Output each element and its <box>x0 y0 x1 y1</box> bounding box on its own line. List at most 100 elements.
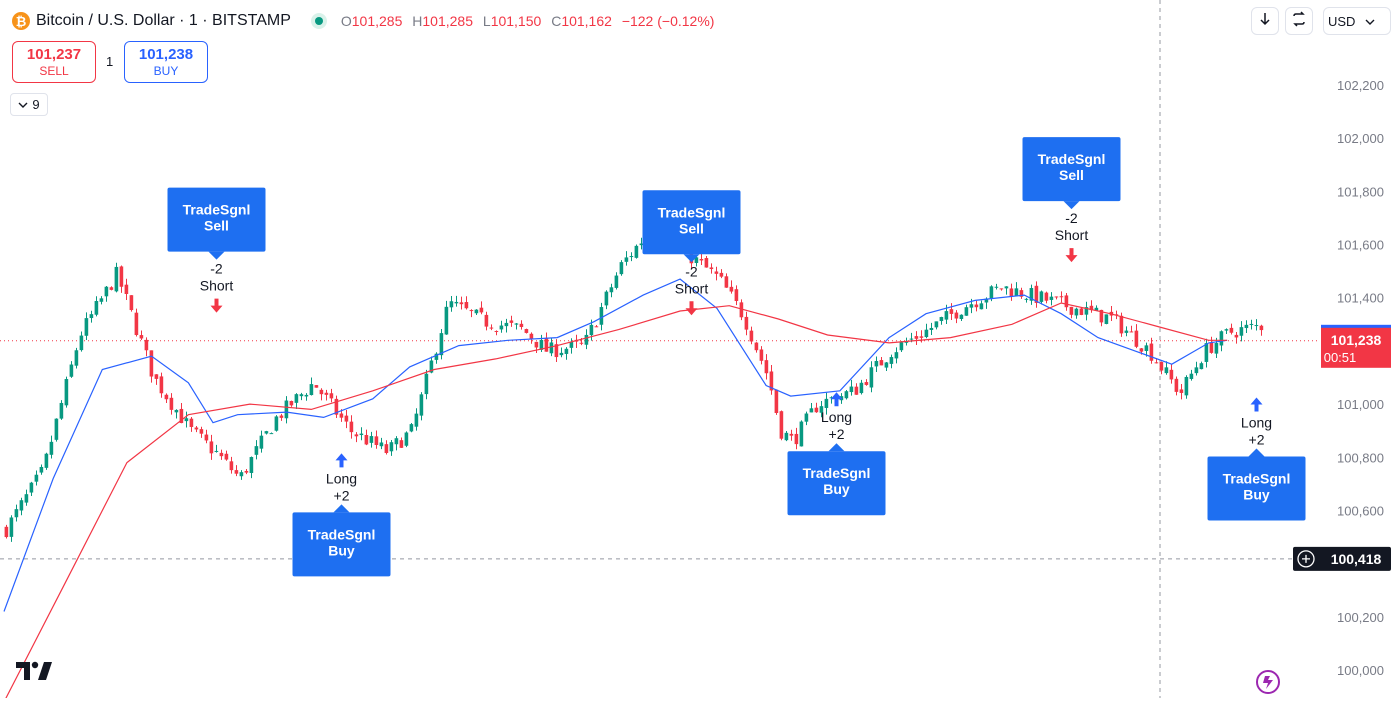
candle <box>339 413 344 418</box>
signal-label-line1: -2 <box>1065 210 1078 226</box>
indicators-toggle-button[interactable]: 9 <box>10 93 48 116</box>
candle <box>604 291 609 306</box>
candle <box>939 317 944 322</box>
candle <box>209 441 214 454</box>
candle <box>189 418 194 427</box>
candle <box>359 433 364 436</box>
candle <box>1129 331 1134 333</box>
candle <box>1089 305 1094 311</box>
y-tick-label: 100,800 <box>1337 450 1384 465</box>
candle <box>819 406 824 413</box>
candle <box>24 494 29 503</box>
candle <box>204 434 209 441</box>
candle <box>734 289 739 301</box>
candle <box>179 408 184 424</box>
sell-label: SELL <box>39 64 69 78</box>
candle <box>504 322 509 327</box>
indicators-count: 9 <box>32 97 40 112</box>
candle <box>774 389 779 414</box>
candle <box>854 386 859 395</box>
signal-box-buy[interactable] <box>1207 456 1306 521</box>
candle <box>1199 363 1204 370</box>
current-price-tag <box>1321 326 1391 368</box>
candle <box>164 394 169 400</box>
candle <box>324 392 329 395</box>
candle <box>764 360 769 374</box>
signal-box-pointer <box>208 251 225 260</box>
candle <box>9 517 14 537</box>
candle <box>29 482 34 493</box>
candle <box>954 312 959 319</box>
candle <box>769 371 774 391</box>
currency-select[interactable]: USD <box>1323 7 1391 35</box>
symbol-title[interactable]: Bitcoin / U.S. Dollar · 1 · BITSTAMP <box>36 12 291 29</box>
signal-box-title: TradeSgnl <box>803 465 871 481</box>
crosshair-price-label: 100,418 <box>1331 551 1382 567</box>
candle <box>134 312 139 336</box>
candle <box>1179 389 1184 393</box>
candle <box>1119 315 1124 334</box>
sell-arrow-icon <box>210 298 223 313</box>
candle <box>789 433 794 436</box>
candle <box>994 286 999 288</box>
candle <box>409 424 414 432</box>
candle <box>749 330 754 342</box>
candle <box>884 362 889 368</box>
candle <box>1034 285 1039 303</box>
candle <box>119 266 124 287</box>
candle <box>934 321 939 328</box>
candle <box>239 472 244 477</box>
candle <box>174 409 179 413</box>
candle <box>234 470 239 474</box>
candle <box>439 333 444 356</box>
candle <box>454 301 459 304</box>
candle <box>484 314 489 327</box>
candle <box>39 466 44 473</box>
add-alert-icon[interactable] <box>1297 550 1315 568</box>
candle <box>244 470 249 473</box>
buy-button[interactable]: 101,238 BUY <box>124 41 208 83</box>
signal-box-sell[interactable] <box>1022 137 1121 202</box>
ai-assistant-icon[interactable] <box>1254 668 1282 696</box>
signal-label-line1: Long <box>821 409 852 425</box>
scroll-down-button[interactable] <box>1251 7 1279 35</box>
candle <box>1144 345 1149 352</box>
signal-box-sell[interactable] <box>642 190 741 255</box>
order-quantity[interactable]: 1 <box>106 54 114 69</box>
price-change: −122 (−0.12%) <box>621 13 715 29</box>
candle <box>784 432 789 441</box>
signal-box-buy[interactable] <box>292 512 391 577</box>
candle <box>779 411 784 439</box>
candle <box>974 304 979 308</box>
candle <box>509 320 514 323</box>
candle <box>334 398 339 415</box>
candle <box>1049 296 1054 300</box>
y-tick-label: 101,800 <box>1337 184 1384 199</box>
chevron-down-icon <box>1365 14 1375 29</box>
currency-label: USD <box>1328 13 1356 29</box>
sell-arrow-icon <box>1065 248 1078 263</box>
candle <box>1139 348 1144 352</box>
refresh-button[interactable] <box>1285 7 1313 35</box>
signal-box-title: TradeSgnl <box>308 526 376 542</box>
candle <box>1029 288 1034 301</box>
signal-label-line1: Long <box>1241 415 1272 431</box>
candle <box>474 309 479 314</box>
tradingview-logo[interactable] <box>16 660 54 688</box>
signal-box-action: Sell <box>679 220 704 236</box>
signal-box-action: Buy <box>328 542 355 558</box>
market-open-icon[interactable] <box>310 13 327 29</box>
candle <box>389 442 394 452</box>
candle <box>284 400 289 419</box>
candle <box>849 386 854 393</box>
candle <box>1259 325 1264 331</box>
signal-box-pointer <box>683 254 700 263</box>
candle <box>1039 291 1044 302</box>
signal-box-sell[interactable] <box>167 187 266 252</box>
candle <box>559 352 564 356</box>
sell-button[interactable]: 101,237 SELL <box>12 41 96 83</box>
crosshair-price-tag <box>1293 546 1391 571</box>
signal-box-buy[interactable] <box>787 451 886 516</box>
candle <box>549 342 554 354</box>
